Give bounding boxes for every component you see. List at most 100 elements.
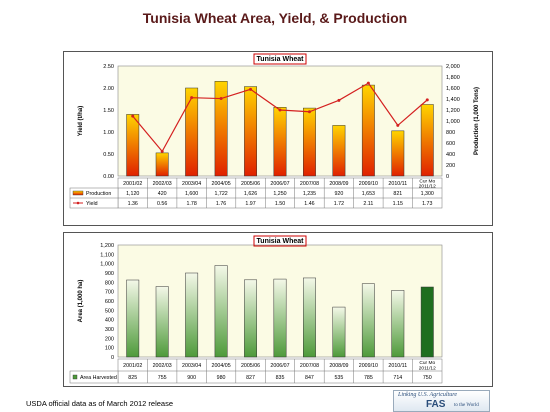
x-category-label: 2004/05 xyxy=(212,181,231,187)
area-value-label: 825 xyxy=(128,375,137,381)
legend-yield-marker xyxy=(76,201,80,205)
x-category-label: 2008/09 xyxy=(329,181,348,187)
y-right-tick-label: 200 xyxy=(446,163,455,169)
y-left-axis-label: Yield (t/ha) xyxy=(78,106,84,136)
x-category-label: 2006/07 xyxy=(270,181,289,187)
yield-value-label: 1.15 xyxy=(393,201,403,207)
production-bar xyxy=(185,87,199,177)
data-table-legend-cell xyxy=(69,370,119,384)
yield-point xyxy=(366,81,370,85)
production-value-label: 420 xyxy=(158,191,167,197)
page-title: Tunisia Wheat Area, Yield, & Production xyxy=(142,10,408,26)
legend-area-label: Area Harvested xyxy=(80,375,117,381)
y-right-tick-label: 800 xyxy=(446,130,455,136)
x-category-label: 2001/02 xyxy=(123,363,142,369)
yield-point xyxy=(131,114,135,118)
chart-title-border xyxy=(253,53,307,65)
yield-value-label: 0.56 xyxy=(157,201,167,207)
x-category-label: 2009/10 xyxy=(359,363,378,369)
production-value-label: 1,626 xyxy=(244,191,257,197)
y-tick-label: 400 xyxy=(105,318,114,324)
x-category-label: 2008/09 xyxy=(329,363,348,369)
production-bar xyxy=(303,107,316,177)
y-tick-label: 500 xyxy=(105,308,114,314)
area-bar xyxy=(185,272,199,358)
area-bar xyxy=(303,277,316,358)
y-right-tick-label: 0 xyxy=(446,174,449,180)
x-category-label: 2005/06 xyxy=(241,363,260,369)
y-right-tick-label: 600 xyxy=(446,141,455,147)
area-bar xyxy=(273,278,287,358)
x-category-label: 2003/04 xyxy=(182,363,201,369)
area-value-label: 755 xyxy=(158,375,167,381)
y-left-tick-label: 2.50 xyxy=(103,64,114,70)
production-bar xyxy=(273,107,287,177)
production-bar xyxy=(391,130,405,177)
x-category-label: 2002/03 xyxy=(153,181,172,187)
chart-title: Tunisia Wheat xyxy=(257,56,305,63)
production-value-label: 821 xyxy=(393,191,402,197)
yield-point xyxy=(249,87,253,91)
x-category-label: 2002/03 xyxy=(153,363,172,369)
area-value-label: 827 xyxy=(246,375,255,381)
logo-line-3: to the World xyxy=(454,403,479,408)
yield-point xyxy=(307,110,311,114)
y-tick-label: 300 xyxy=(105,327,114,333)
logo-line-2: FAS xyxy=(426,399,446,410)
production-bar xyxy=(244,86,257,177)
area-bar xyxy=(244,279,257,358)
y-tick-label: 1,100 xyxy=(100,252,114,258)
x-category-label: Cur Mo xyxy=(419,179,435,185)
yield-point xyxy=(219,97,223,101)
area-harvested-chart-svg: Tunisia Wheat 0 100 200 300 400 500 600 700 800 90… xyxy=(69,235,443,384)
yield-point xyxy=(396,123,400,127)
data-table xyxy=(117,177,443,209)
y-left-tick-label: 2.00 xyxy=(103,86,114,92)
area-value-label: 750 xyxy=(423,375,432,381)
x-category-label: 2007/08 xyxy=(300,181,319,187)
y-right-axis-label: Production (1,000 Tons) xyxy=(474,87,480,155)
yield-value-label: 1.73 xyxy=(422,201,432,207)
y-tick-label: 1,200 xyxy=(100,243,114,249)
footer-note: USDA official data as of March 2012 rele… xyxy=(26,399,174,408)
production-value-label: 1,235 xyxy=(303,191,316,197)
x-category-label: 2007/08 xyxy=(300,363,319,369)
production-bar xyxy=(155,152,169,177)
yield-value-label: 2.11 xyxy=(363,201,373,207)
area-harvested-chart: Tunisia Wheat 0 100 200 300 400 500 600 700 800 90… xyxy=(63,232,493,387)
yield-value-label: 1.76 xyxy=(216,201,226,207)
x-category-label: 2009/10 xyxy=(359,181,378,187)
yield-point xyxy=(425,98,429,102)
production-yield-chart: Tunisia Wheat 0.00 0.50 1.00 1.50 2.00 2.50 0 20… xyxy=(63,51,493,226)
yield-value-label: 1.78 xyxy=(186,201,196,207)
yield-point xyxy=(160,149,164,153)
y-tick-label: 0 xyxy=(111,355,114,361)
y-left-tick-label: 0.00 xyxy=(103,174,114,180)
x-category-label: 2010/11 xyxy=(388,181,407,187)
x-category-label: 2001/02 xyxy=(123,181,142,187)
area-bar xyxy=(126,279,140,358)
yield-point xyxy=(190,96,194,100)
y-right-tick-label: 400 xyxy=(446,152,455,158)
area-value-label: 980 xyxy=(217,375,226,381)
production-value-label: 1,653 xyxy=(362,191,375,197)
area-bar xyxy=(420,286,434,358)
yield-point xyxy=(337,98,341,102)
legend-yield-label: Yield xyxy=(86,201,98,207)
production-bar xyxy=(361,84,375,177)
x-category-label: 2003/04 xyxy=(182,181,201,187)
production-value-label: 1,600 xyxy=(185,191,198,197)
yield-value-label: 1.50 xyxy=(275,201,285,207)
y-right-tick-label: 1,600 xyxy=(446,86,460,92)
area-bar xyxy=(214,265,228,358)
y-right-tick-label: 1,200 xyxy=(446,108,460,114)
fas-logo: Linking U.S. Agriculture FAS to the Worl… xyxy=(393,390,490,412)
area-bar xyxy=(391,290,405,358)
area-bar xyxy=(332,306,346,358)
y-right-tick-label: 1,400 xyxy=(446,97,460,103)
yield-value-label: 1.72 xyxy=(334,201,344,207)
area-value-label: 535 xyxy=(334,375,343,381)
y-right-tick-label: 1,800 xyxy=(446,75,460,81)
area-value-label: 714 xyxy=(393,375,402,381)
production-yield-chart-svg: Tunisia Wheat 0.00 0.50 1.00 1.50 2.00 2.50 0 20… xyxy=(69,53,480,209)
